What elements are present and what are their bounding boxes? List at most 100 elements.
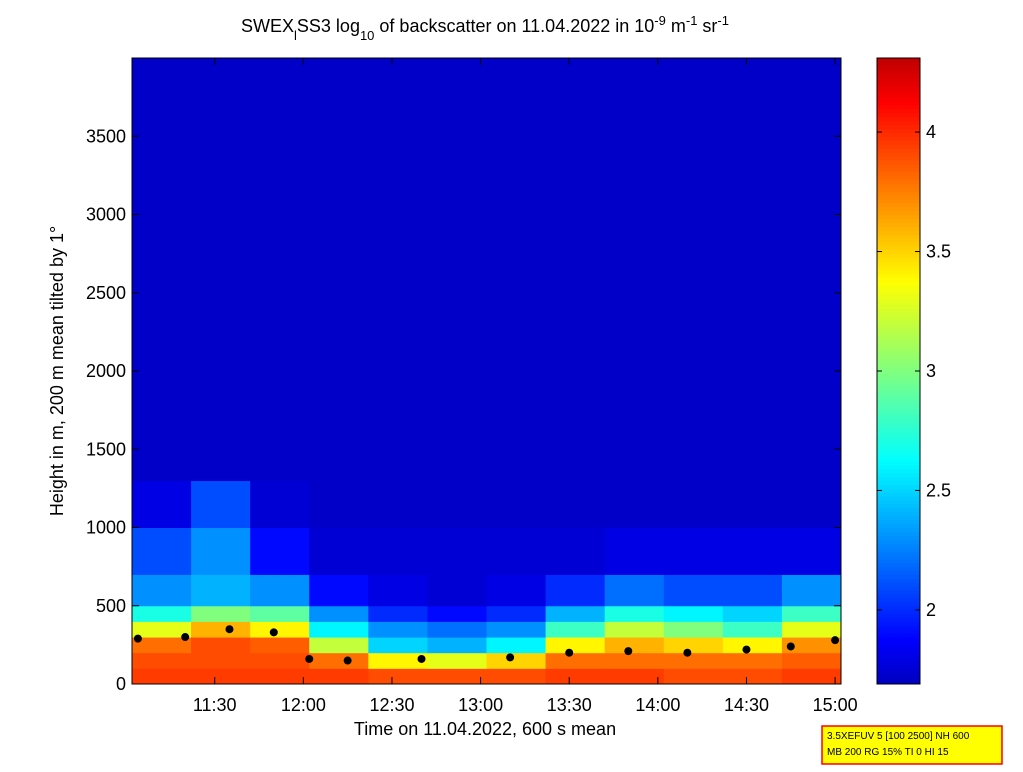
heatmap-cell <box>781 480 842 528</box>
heatmap-cell <box>191 527 251 575</box>
heatmap-cell <box>781 621 842 638</box>
note-line: 3.5XEFUV 5 [100 2500] NH 600 <box>827 731 970 742</box>
colorbar-step <box>877 355 920 360</box>
heatmap-cell <box>486 58 547 482</box>
heatmap-cell <box>663 637 724 654</box>
colorbar-step <box>877 120 920 126</box>
colorbar-step <box>877 609 920 615</box>
colorbar-step <box>877 578 920 583</box>
heatmap-cell <box>545 527 606 575</box>
colorbar-step <box>877 543 920 548</box>
heatmap-cell <box>191 480 251 528</box>
heatmap-cell <box>368 58 428 482</box>
colorbar-step <box>877 507 920 513</box>
colorbar-step <box>877 316 920 321</box>
heatmap-cell <box>132 621 192 638</box>
heatmap-cell <box>604 574 665 607</box>
colorbar-step <box>877 300 920 305</box>
x-tick-label: 13:30 <box>547 695 592 715</box>
colorbar-step <box>877 116 920 122</box>
colorbar-tick-label: 3.5 <box>926 242 951 262</box>
colorbar-step <box>877 324 920 329</box>
heatmap-cell <box>545 605 606 622</box>
layer-point <box>225 625 234 634</box>
heatmap-cell <box>781 527 842 575</box>
colorbar-step <box>877 97 920 102</box>
layer-point <box>305 654 314 663</box>
heatmap-cell <box>486 637 547 654</box>
y-tick-label: 2500 <box>86 283 126 303</box>
heatmap-cell <box>427 637 487 654</box>
heatmap-cell <box>545 480 606 528</box>
colorbar-step <box>877 296 920 302</box>
colorbar-step <box>877 457 920 462</box>
heatmap-cell <box>191 652 251 669</box>
colorbar-step <box>877 468 920 474</box>
layer-point <box>831 636 840 645</box>
colorbar-step <box>877 202 920 208</box>
heatmap-cell <box>191 574 251 607</box>
heatmap-cell <box>132 480 192 528</box>
heatmap-cell <box>309 621 369 638</box>
colorbar-step <box>877 601 920 607</box>
colorbar-step <box>877 249 920 255</box>
colorbar-step <box>877 417 920 423</box>
colorbar-step <box>877 308 920 313</box>
colorbar-step <box>877 672 920 677</box>
heatmap-cell <box>368 527 428 575</box>
colorbar-step <box>877 429 920 435</box>
heatmap-cell <box>781 58 842 482</box>
heatmap-cell <box>250 58 310 482</box>
heatmap-cell <box>132 574 192 607</box>
colorbar-step <box>877 93 920 98</box>
colorbar-tick-label: 3 <box>926 361 936 381</box>
title-part: of backscatter on 11.04.2022 in 10 <box>374 16 654 36</box>
colorbar-step <box>877 656 920 662</box>
colorbar-step <box>877 226 920 231</box>
heatmap-cell <box>368 605 428 622</box>
colorbar-step <box>877 676 920 681</box>
colorbar <box>877 58 920 685</box>
colorbar-step <box>877 347 920 352</box>
colorbar-step <box>877 519 920 525</box>
heatmap-cell <box>309 652 369 669</box>
title-part: SS3 log <box>297 16 360 36</box>
heatmap-cell <box>427 605 487 622</box>
colorbar-step <box>877 554 920 560</box>
layer-point <box>565 648 574 657</box>
colorbar-step <box>877 398 920 403</box>
colorbar-step <box>877 237 920 243</box>
heatmap-cell <box>250 621 310 638</box>
layer-point <box>506 653 515 662</box>
colorbar-step <box>877 664 920 669</box>
colorbar-step <box>877 187 920 192</box>
colorbar-step <box>877 265 920 270</box>
heatmap-cell <box>663 605 724 622</box>
colorbar-step <box>877 382 920 388</box>
heatmap-cell <box>427 668 487 685</box>
colorbar-step <box>877 312 920 317</box>
layer-point <box>181 633 190 642</box>
colorbar-step <box>877 558 920 564</box>
heatmap-cell <box>722 652 783 669</box>
heatmap-cell <box>191 58 251 482</box>
heatmap-cell <box>722 621 783 638</box>
colorbar-step <box>877 633 920 638</box>
x-tick-label: 14:00 <box>635 695 680 715</box>
heatmap-cell <box>309 668 369 685</box>
colorbar-step <box>877 58 920 63</box>
heatmap-cell <box>132 527 192 575</box>
heatmap-cell <box>545 58 606 482</box>
colorbar-step <box>877 210 920 215</box>
heatmap-cell <box>486 480 547 528</box>
heatmap-cell <box>663 527 724 575</box>
title-part: -1 <box>686 13 698 28</box>
x-tick-label: 15:00 <box>813 695 858 715</box>
heatmap-cell <box>722 637 783 654</box>
heatmap-cell <box>368 621 428 638</box>
heatmap-cell <box>663 480 724 528</box>
colorbar-step <box>877 386 920 392</box>
colorbar-step <box>877 617 920 622</box>
colorbar-step <box>877 586 920 591</box>
